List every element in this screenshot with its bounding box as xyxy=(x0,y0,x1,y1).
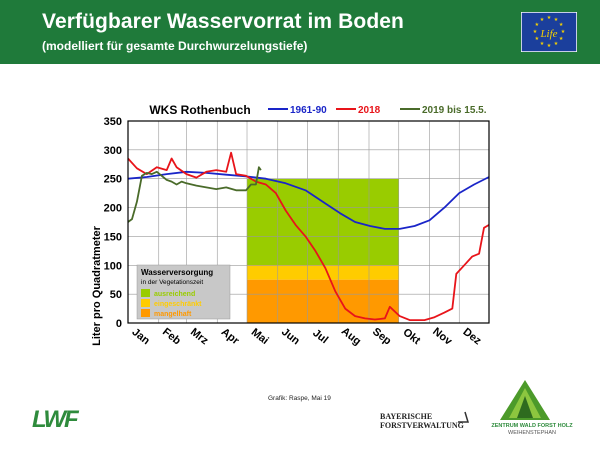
eu-star: ★ xyxy=(559,22,564,28)
eu-star: ★ xyxy=(540,41,545,47)
chart-title: WKS Rothenbuch xyxy=(149,103,250,117)
plot-frame xyxy=(127,120,490,324)
bf-line2: FORSTVERWALTUNG xyxy=(380,421,464,430)
eu-star: ★ xyxy=(547,15,552,21)
x-tick-label: Jun xyxy=(279,326,302,348)
legend-label: 1961-90 xyxy=(290,105,327,116)
page-title: Verfügbarer Wasservorrat im Boden xyxy=(42,10,404,33)
x-tick-label: Mrz xyxy=(188,326,211,347)
zw-line2: WEIHENSTEPHAN xyxy=(508,430,556,436)
zw-line1: ZENTRUM WALD FORST HOLZ xyxy=(491,423,573,429)
series-line-1961-90 xyxy=(127,170,490,230)
eu-life-text: Life xyxy=(539,28,557,40)
series-lines xyxy=(127,151,490,322)
y-tick-label: 0 xyxy=(116,318,122,330)
x-tick-label: Jul xyxy=(310,327,330,346)
y-tick-label: 350 xyxy=(104,116,122,128)
x-tick-label: Aug xyxy=(339,325,363,348)
band-legend-swatch xyxy=(141,289,150,297)
x-tick-label: Nov xyxy=(430,326,454,349)
eu-star: ★ xyxy=(540,17,545,23)
band-eingeschränkt xyxy=(247,265,399,280)
band-legend-label: ausreichend xyxy=(154,291,195,298)
legend-label: 2018 xyxy=(358,105,381,116)
x-tick-label: Mai xyxy=(249,326,271,347)
band-legend-title: Wasserversorgung xyxy=(141,268,213,277)
series-line-2019 bis 15.5. xyxy=(127,166,262,223)
bayerische-forstverwaltung-logo: BAYERISCHE FORSTVERWALTUNG xyxy=(380,412,464,430)
band-legend-box xyxy=(136,264,231,320)
x-axis-ticks: Jan Feb Mrz Apr Mai Jun Jul Aug Sep Okt Nov Dez xyxy=(130,325,484,348)
page-subtitle: (modelliert für gesamte Durchwurzelungst… xyxy=(42,39,308,53)
bf-mark-icon xyxy=(458,411,470,423)
y-axis-ticks: 0 50 100 150 200 250 300 350 xyxy=(104,116,122,330)
x-tick-label: Feb xyxy=(160,326,183,348)
lwf-logo: LWF xyxy=(32,406,79,433)
band-mangelhaft xyxy=(247,279,399,323)
band-legend-swatch xyxy=(141,299,150,307)
x-tick-label: Dez xyxy=(461,326,484,348)
legend-label: 2019 bis 15.5. xyxy=(422,105,487,116)
eu-star: ★ xyxy=(535,22,540,28)
band-ausreichend xyxy=(247,178,399,266)
zentrum-text: ZENTRUM WALD FORST HOLZ WEIHENSTEPHAN xyxy=(482,423,582,437)
y-tick-label: 50 xyxy=(110,289,122,301)
graphic-credit: Grafik: Raspe, Mai 19 xyxy=(268,395,331,402)
y-tick-label: 250 xyxy=(104,174,122,186)
eu-star: ★ xyxy=(559,36,564,42)
bf-line1: BAYERISCHE xyxy=(380,412,433,421)
eu-star: ★ xyxy=(533,29,538,35)
y-tick-label: 200 xyxy=(104,203,122,215)
band-legend-swatch xyxy=(141,309,150,317)
eu-star: ★ xyxy=(561,29,566,35)
x-tick-label: Okt xyxy=(401,326,423,347)
eu-life-logo: ★★★★★★★★★ ★ ★★ Life xyxy=(521,12,577,52)
band-legend-label: mangelhaft xyxy=(154,311,192,318)
eu-star: ★ xyxy=(554,17,559,23)
x-tick-label: Jan xyxy=(130,326,153,347)
band-legend-subtitle: in der Vegetationszeit xyxy=(141,279,203,286)
series-line-2018 xyxy=(127,151,490,322)
chart: 0 50 100 150 200 250 300 350 Jan Feb Mrz Apr Mai Jun… xyxy=(91,103,490,348)
eu-star: ★ xyxy=(547,43,552,49)
eu-star: ★ xyxy=(535,36,540,42)
y-tick-label: 300 xyxy=(104,145,122,157)
x-tick-label: Sep xyxy=(370,326,394,348)
y-tick-label: 100 xyxy=(104,260,122,272)
y-axis-label: Liter pro Quadratmeter xyxy=(91,225,103,346)
zentrum-wald-forst-holz-logo-icon xyxy=(500,380,550,420)
vegetation-bands xyxy=(247,178,399,323)
eu-star: ★ xyxy=(554,41,559,47)
band-legend-label: eingeschränkt xyxy=(154,301,202,308)
x-tick-label: Apr xyxy=(219,326,242,348)
y-tick-label: 150 xyxy=(104,231,122,243)
header-bar: Verfügbarer Wasservorrat im Boden (model… xyxy=(0,0,600,64)
band-legend: Wasserversorgung in der Vegetationszeit au… xyxy=(136,264,231,320)
series-legend: 1961-90 2018 2019 bis 15.5. xyxy=(268,105,487,116)
